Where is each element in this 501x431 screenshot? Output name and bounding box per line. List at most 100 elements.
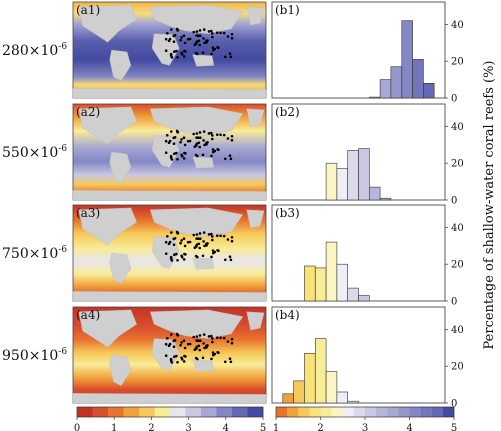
reef-dot bbox=[180, 36, 183, 39]
reef-dot bbox=[168, 240, 172, 244]
reef-dot bbox=[179, 38, 182, 42]
reef-dot bbox=[195, 132, 199, 135]
co2-level-label: 280×10-6 bbox=[2, 42, 67, 59]
reef-dot bbox=[199, 339, 202, 343]
reef-dot bbox=[202, 342, 205, 345]
reef-dot bbox=[216, 336, 219, 340]
reef-dot bbox=[172, 243, 176, 246]
histogram-bar bbox=[347, 150, 359, 201]
land-mass bbox=[192, 257, 215, 270]
reef-dot bbox=[213, 352, 217, 356]
reef-dot bbox=[228, 154, 232, 157]
reef-dot bbox=[207, 30, 211, 33]
reef-dot bbox=[175, 49, 178, 53]
land-mass bbox=[192, 156, 215, 169]
land-mass bbox=[149, 207, 244, 237]
reef-dot bbox=[164, 240, 168, 244]
reef-dot bbox=[198, 246, 201, 250]
y-tick-label: 0 bbox=[451, 196, 457, 207]
reef-dot bbox=[196, 255, 199, 259]
reef-dot bbox=[170, 158, 174, 161]
reef-dot bbox=[175, 151, 178, 155]
reef-dot bbox=[210, 232, 213, 236]
land-mass bbox=[72, 291, 267, 302]
colorbar-swatch bbox=[298, 407, 310, 417]
reef-dot bbox=[197, 39, 201, 43]
reef-dot bbox=[182, 55, 186, 58]
reef-dot bbox=[164, 49, 168, 52]
reef-dot bbox=[230, 341, 234, 345]
co2-value: 280 bbox=[2, 43, 29, 59]
reef-dot bbox=[192, 233, 195, 237]
colorbar-swatch bbox=[353, 407, 366, 417]
co2-level-label: 750×10-6 bbox=[2, 245, 67, 262]
reef-dot bbox=[216, 133, 219, 136]
histogram-panel-label: (b4) bbox=[275, 308, 300, 322]
colorbar-tick-label: 3 bbox=[185, 423, 191, 431]
land-mass bbox=[192, 359, 215, 372]
reef-dot bbox=[211, 32, 214, 35]
reef-dot bbox=[198, 43, 201, 47]
reef-dot bbox=[229, 258, 233, 262]
reef-dot bbox=[173, 355, 176, 359]
histogram-bar bbox=[314, 267, 327, 302]
colorbar-tick-label: 2 bbox=[317, 423, 323, 431]
reef-dot bbox=[230, 33, 234, 36]
reef-dot bbox=[175, 230, 179, 234]
reef-dot bbox=[197, 34, 200, 37]
colorbar-swatch bbox=[232, 407, 248, 417]
land-mass bbox=[78, 207, 137, 246]
reef-dot bbox=[179, 140, 182, 144]
land-mass bbox=[109, 354, 132, 386]
reef-dot bbox=[180, 138, 183, 141]
reef-dot bbox=[183, 244, 187, 248]
histogram-bar bbox=[336, 263, 348, 302]
y-tick-label: 0 bbox=[451, 399, 457, 410]
y-tick-label: 20 bbox=[451, 260, 464, 271]
coral-reef-locations bbox=[164, 332, 234, 364]
reef-dot bbox=[196, 357, 199, 361]
reef-dot bbox=[197, 136, 200, 139]
reef-dot bbox=[164, 139, 168, 143]
reef-dot bbox=[216, 31, 219, 34]
reef-dot bbox=[201, 51, 205, 55]
colorbar-tick-label: 4 bbox=[223, 423, 229, 431]
histogram-bar bbox=[379, 79, 392, 99]
land-mass bbox=[246, 108, 265, 128]
reef-dot bbox=[229, 157, 233, 161]
reef-dot bbox=[211, 249, 215, 252]
co2-level-label: 550×10-6 bbox=[2, 144, 67, 161]
histogram-bar bbox=[347, 400, 359, 404]
colorbar-swatch bbox=[92, 407, 109, 417]
reef-dot bbox=[166, 32, 169, 35]
reef-dot bbox=[198, 131, 202, 134]
histogram-panel: 0 20 40 (b1) bbox=[271, 1, 464, 105]
colorbar-swatch bbox=[442, 407, 455, 417]
y-tick-label: 20 bbox=[451, 362, 464, 373]
reef-dot bbox=[229, 55, 233, 59]
histogram-bar bbox=[282, 393, 294, 404]
co2-multiplier: ×10 bbox=[29, 246, 59, 262]
reef-dot bbox=[173, 253, 176, 256]
colorbar-swatch bbox=[409, 407, 421, 417]
reef-dot bbox=[197, 141, 201, 145]
reef-dot bbox=[197, 344, 201, 348]
reef-dot bbox=[229, 360, 233, 364]
co2-value: 550 bbox=[2, 145, 29, 161]
reef-dot bbox=[210, 334, 213, 338]
reef-dot bbox=[180, 254, 183, 258]
histogram-bar bbox=[412, 59, 424, 99]
colorbar-swatch bbox=[276, 407, 288, 417]
reef-dot bbox=[205, 244, 208, 247]
reef-dot bbox=[210, 131, 213, 135]
reef-dot bbox=[230, 36, 234, 40]
reef-dot bbox=[216, 148, 219, 151]
reef-dot bbox=[226, 137, 230, 140]
histogram-bar bbox=[304, 265, 316, 302]
reef-dot bbox=[213, 149, 217, 153]
colorbar-swatch bbox=[387, 407, 399, 417]
map-panel-label: (a4) bbox=[76, 308, 100, 322]
land-mass bbox=[149, 106, 244, 136]
reef-dot bbox=[173, 34, 177, 37]
